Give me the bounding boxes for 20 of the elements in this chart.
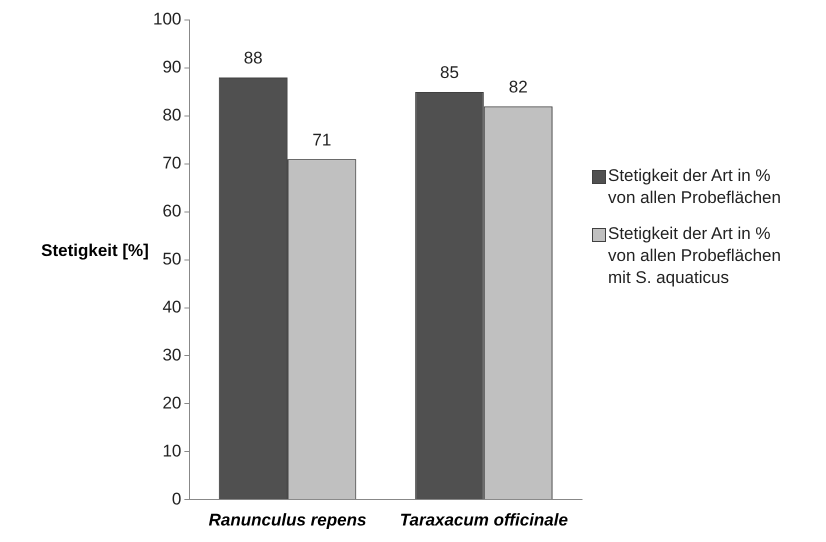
y-tick-label: 0 [172, 489, 182, 508]
legend-label: Stetigkeit der Art in % von allen Probeflächen [608, 165, 782, 209]
data-label: 71 [312, 130, 332, 150]
y-tick-label: 40 [162, 297, 182, 316]
y-tick-label: 60 [162, 202, 182, 221]
data-label: 85 [440, 63, 459, 82]
y-tick-label: 70 [162, 154, 182, 173]
y-tick-label: 10 [162, 441, 182, 460]
data-label: 82 [508, 78, 528, 97]
x-tick-label: Ranunculus repens [208, 510, 366, 530]
y-tick-label: 90 [162, 58, 182, 77]
data-label: 88 [244, 48, 263, 68]
legend-label: Stetigkeit der Art in % von allen Probeflächen mit S. aquaticus [608, 223, 782, 289]
y-tick-label: 80 [162, 106, 182, 125]
y-tick-label: 50 [162, 249, 182, 268]
y-tick-label: 30 [162, 345, 182, 364]
y-tick-label: 20 [162, 393, 182, 412]
x-tick-label: Taraxacum officinale [400, 510, 568, 530]
y-tick-label: 100 [152, 10, 182, 29]
y-axis-title: Stetigkeit [%] [40, 240, 150, 262]
